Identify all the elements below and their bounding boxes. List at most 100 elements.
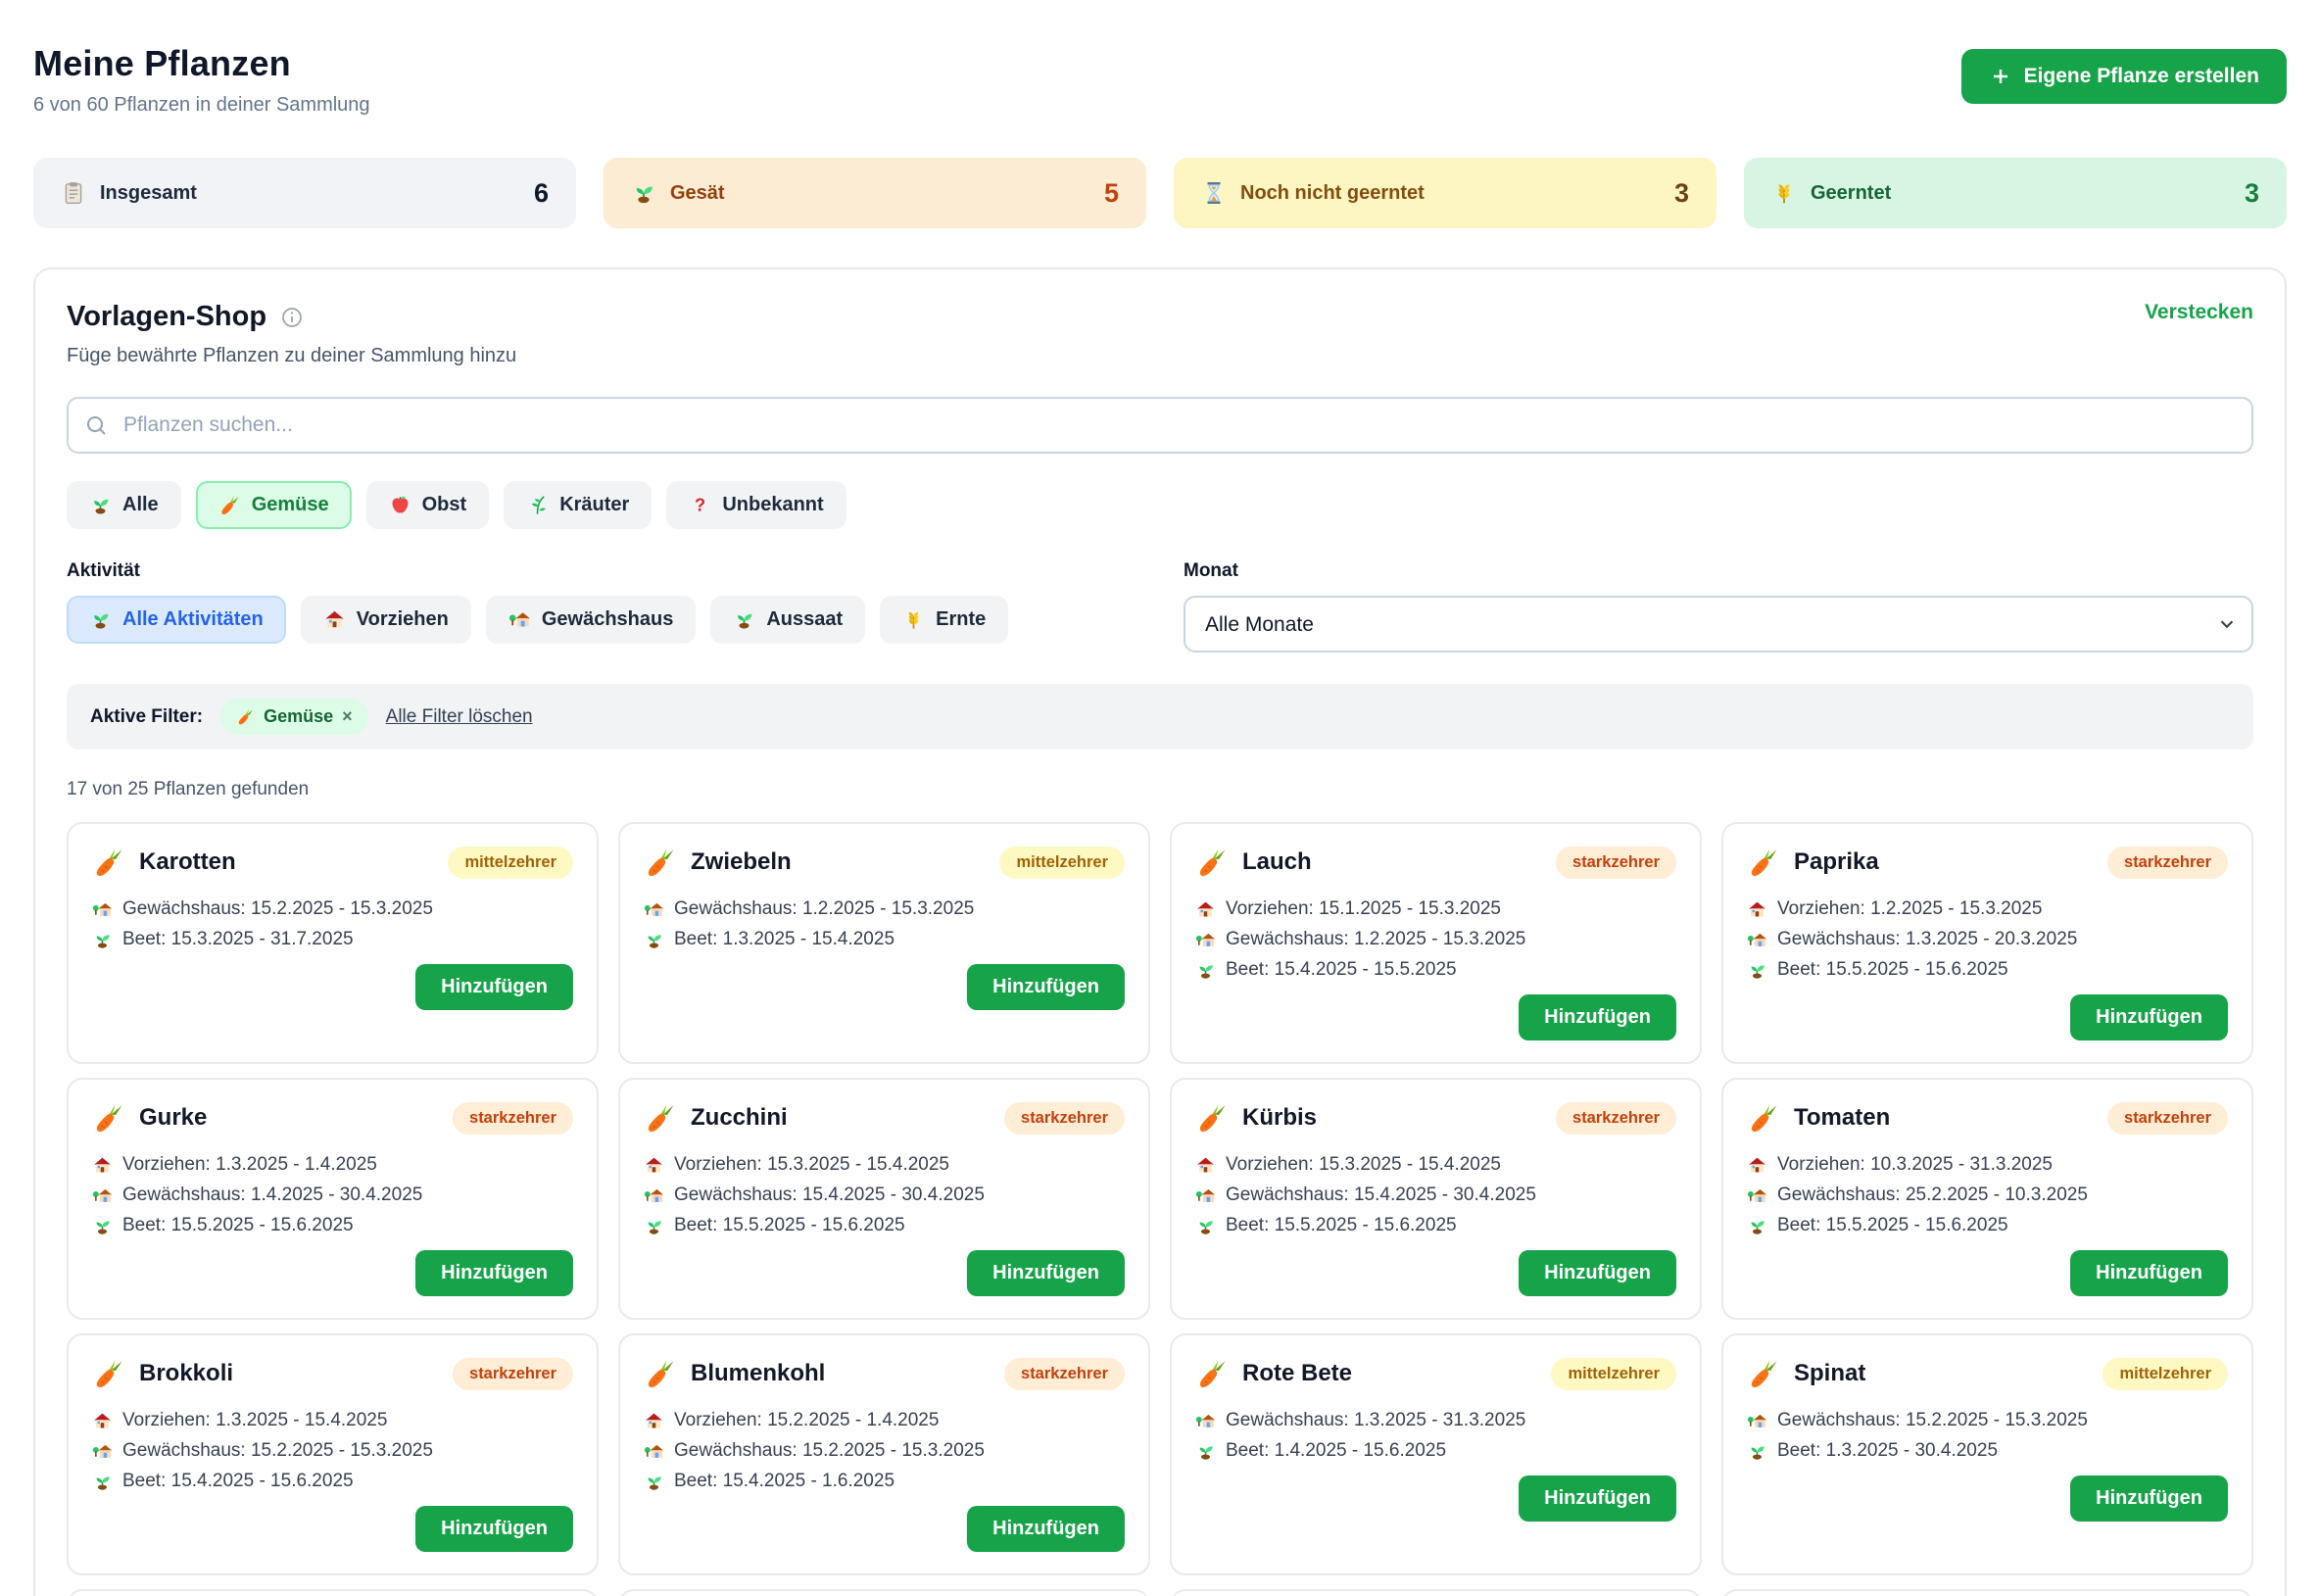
- stat-card: Geerntet 3: [1744, 158, 2287, 228]
- schedule-text: Beet: 15.4.2025 - 15.6.2025: [122, 1471, 354, 1491]
- greenhouse-icon: [1747, 930, 1767, 950]
- plant-card: Blumenkohl starkzehrer Vorziehen: 15.2.2…: [618, 1333, 1150, 1575]
- plant-card: Karotten mittelzehrer Gewächshaus: 15.2.…: [67, 822, 599, 1064]
- feeder-type-badge: starkzehrer: [1004, 1101, 1125, 1135]
- carrot-icon: [92, 1357, 125, 1390]
- chip-label: Alle Aktivitäten: [122, 608, 264, 630]
- seedling-icon: [644, 930, 664, 950]
- add-plant-button[interactable]: Hinzufügen: [1519, 1475, 1676, 1522]
- month-select[interactable]: Alle Monate: [1184, 596, 2253, 653]
- add-plant-button[interactable]: Hinzufügen: [967, 1506, 1125, 1552]
- add-plant-button[interactable]: Hinzufügen: [1519, 994, 1676, 1040]
- panel-title: Vorlagen-Shop: [67, 301, 267, 332]
- stat-label: Geerntet: [1811, 181, 1892, 204]
- harvest-icon: [1771, 180, 1797, 206]
- add-plant-button[interactable]: Hinzufügen: [415, 1250, 573, 1296]
- apple-icon: [389, 494, 411, 516]
- add-plant-button[interactable]: Hinzufügen: [967, 964, 1125, 1010]
- plant-name: Zwiebeln: [691, 848, 792, 875]
- active-filter-pill[interactable]: Gemüse ×: [220, 699, 368, 735]
- plant-name: Blumenkohl: [691, 1360, 826, 1386]
- schedule-text: Vorziehen: 1.3.2025 - 15.4.2025: [122, 1410, 388, 1430]
- carrot-icon: [1195, 1101, 1229, 1135]
- feeder-type-badge: starkzehrer: [2107, 846, 2228, 879]
- feeder-type-badge: mittelzehrer: [2102, 1357, 2228, 1390]
- schedule-line: Beet: 15.4.2025 - 15.5.2025: [1195, 959, 1676, 981]
- hourglass-icon: [1201, 180, 1227, 206]
- schedule-line: Beet: 15.5.2025 - 15.6.2025: [92, 1215, 573, 1236]
- plant-schedule: Vorziehen: 1.2.2025 - 15.3.2025 Gewächsh…: [1747, 898, 2228, 981]
- schedule-text: Gewächshaus: 15.2.2025 - 15.3.2025: [1777, 1410, 2088, 1430]
- hide-shop-link[interactable]: Verstecken: [2145, 301, 2253, 323]
- activity-filter-group: Aktivität Alle Aktivitäten Vorziehen Gew…: [67, 560, 1136, 653]
- house-icon: [1747, 899, 1767, 920]
- schedule-text: Beet: 1.3.2025 - 15.4.2025: [674, 929, 895, 949]
- seedling-icon: [1747, 1441, 1767, 1462]
- schedule-line: Beet: 15.5.2025 - 15.6.2025: [1195, 1215, 1676, 1236]
- schedule-text: Gewächshaus: 1.2.2025 - 15.3.2025: [674, 898, 975, 919]
- clear-filters-link[interactable]: Alle Filter löschen: [385, 705, 533, 727]
- chip-label: Kräuter: [559, 494, 630, 515]
- month-filter-group: Monat Alle Monate: [1184, 560, 2253, 653]
- schedule-line: Beet: 1.3.2025 - 15.4.2025: [644, 929, 1125, 950]
- page-title: Meine Pflanzen: [33, 43, 291, 83]
- schedule-line: Beet: 15.5.2025 - 15.6.2025: [1747, 959, 2228, 981]
- schedule-line: Gewächshaus: 1.3.2025 - 20.3.2025: [1747, 929, 2228, 950]
- info-icon[interactable]: [280, 306, 304, 329]
- plant-schedule: Vorziehen: 15.3.2025 - 15.4.2025 Gewächs…: [644, 1154, 1125, 1236]
- plant-card: Kürbis starkzehrer Vorziehen: 15.3.2025 …: [1170, 1078, 1702, 1320]
- schedule-text: Beet: 15.4.2025 - 15.5.2025: [1226, 959, 1457, 980]
- category-chip-unbekannt[interactable]: ? Unbekannt: [666, 481, 846, 529]
- schedule-line: Vorziehen: 10.3.2025 - 31.3.2025: [1747, 1154, 2228, 1176]
- add-plant-button[interactable]: Hinzufügen: [2070, 1475, 2228, 1522]
- schedule-text: Gewächshaus: 1.3.2025 - 31.3.2025: [1226, 1410, 1526, 1430]
- schedule-text: Beet: 15.5.2025 - 15.6.2025: [1777, 1215, 2008, 1235]
- stat-value: 5: [1103, 177, 1119, 208]
- schedule-text: Gewächshaus: 15.2.2025 - 15.3.2025: [674, 1440, 985, 1461]
- schedule-line: Gewächshaus: 15.2.2025 - 15.3.2025: [644, 1440, 1125, 1462]
- schedule-line: Gewächshaus: 1.2.2025 - 15.3.2025: [1195, 929, 1676, 950]
- seedling-icon: [89, 608, 112, 631]
- category-chip-gem-se[interactable]: Gemüse: [195, 481, 352, 529]
- plant-card-header: Rote Bete mittelzehrer: [1195, 1357, 1676, 1390]
- plant-card-header: Gurke starkzehrer: [92, 1101, 573, 1135]
- schedule-text: Beet: 15.5.2025 - 15.6.2025: [674, 1215, 905, 1235]
- plant-card: Lauch starkzehrer Vorziehen: 15.1.2025 -…: [1170, 822, 1702, 1064]
- schedule-line: Gewächshaus: 15.2.2025 - 15.3.2025: [92, 898, 573, 920]
- add-plant-button[interactable]: Hinzufügen: [415, 1506, 573, 1552]
- category-chip-obst[interactable]: Obst: [365, 481, 490, 529]
- activity-chip-alle-aktivit-ten[interactable]: Alle Aktivitäten: [67, 596, 286, 644]
- schedule-line: Beet: 15.4.2025 - 15.6.2025: [92, 1471, 573, 1492]
- category-chip-kr-uter[interactable]: Kräuter: [504, 481, 652, 529]
- add-plant-button[interactable]: Hinzufügen: [2070, 994, 2228, 1040]
- schedule-text: Gewächshaus: 25.2.2025 - 10.3.2025: [1777, 1185, 2088, 1205]
- chip-label: Aussaat: [766, 608, 844, 630]
- feeder-type-badge: starkzehrer: [1556, 846, 1676, 879]
- activity-chip-vorziehen[interactable]: Vorziehen: [300, 596, 471, 644]
- seedling-icon: [733, 608, 755, 631]
- template-shop-panel: Vorlagen-Shop Verstecken Füge bewährte P…: [33, 267, 2287, 1596]
- plant-name: Gurke: [139, 1104, 208, 1131]
- house-icon: [323, 608, 346, 631]
- schedule-line: Vorziehen: 15.3.2025 - 15.4.2025: [644, 1154, 1125, 1176]
- search-input[interactable]: [67, 397, 2253, 454]
- plant-card: Gurke starkzehrer Vorziehen: 1.3.2025 - …: [67, 1078, 599, 1320]
- schedule-line: Gewächshaus: 1.4.2025 - 30.4.2025: [92, 1185, 573, 1206]
- add-plant-button[interactable]: Hinzufügen: [2070, 1250, 2228, 1296]
- schedule-text: Beet: 15.5.2025 - 15.6.2025: [1226, 1215, 1457, 1235]
- schedule-line: Gewächshaus: 15.4.2025 - 30.4.2025: [1195, 1185, 1676, 1206]
- add-plant-button[interactable]: Hinzufügen: [1519, 1250, 1676, 1296]
- add-plant-button[interactable]: Hinzufügen: [415, 964, 573, 1010]
- activity-chip-ernte[interactable]: Ernte: [880, 596, 1009, 644]
- add-plant-button[interactable]: Hinzufügen: [967, 1250, 1125, 1296]
- chip-label: Unbekannt: [722, 494, 824, 515]
- greenhouse-icon: [1195, 1411, 1216, 1431]
- activity-chip-aussaat[interactable]: Aussaat: [710, 596, 866, 644]
- house-icon: [1195, 899, 1216, 920]
- category-chip-alle[interactable]: Alle: [67, 481, 181, 529]
- create-plant-button[interactable]: Eigene Pflanze erstellen: [1960, 49, 2287, 104]
- activity-chip-gew-chshaus[interactable]: Gewächshaus: [485, 596, 697, 644]
- schedule-text: Beet: 1.3.2025 - 30.4.2025: [1777, 1440, 1999, 1461]
- close-icon[interactable]: ×: [342, 706, 353, 726]
- feeder-type-badge: starkzehrer: [2107, 1101, 2228, 1135]
